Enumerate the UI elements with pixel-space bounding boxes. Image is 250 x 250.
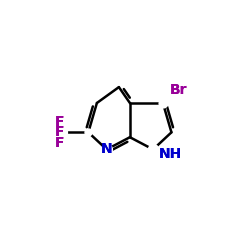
Text: NH: NH xyxy=(159,147,182,161)
Text: F: F xyxy=(54,125,64,139)
Text: F: F xyxy=(54,115,64,129)
Text: Br: Br xyxy=(170,83,188,97)
Text: Br: Br xyxy=(170,83,188,97)
Text: F: F xyxy=(54,125,64,139)
Text: F: F xyxy=(54,136,64,149)
Text: N: N xyxy=(101,142,112,156)
Text: F: F xyxy=(54,115,64,129)
Text: F: F xyxy=(54,136,64,149)
Text: N: N xyxy=(101,142,112,156)
Text: NH: NH xyxy=(159,147,182,161)
